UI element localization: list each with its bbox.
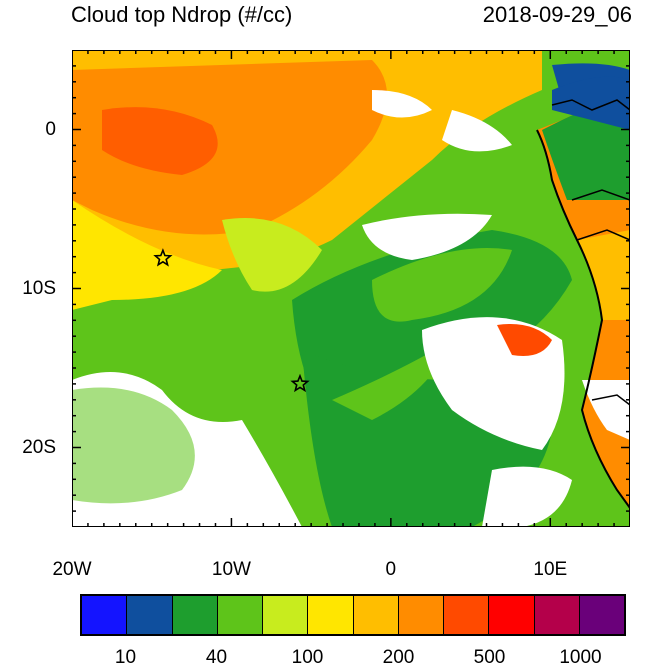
y-tick-label: 0 [45,118,56,140]
colorbar-label: 1000 [559,647,602,668]
colorbar-swatch [353,596,399,634]
plot-title: Cloud top Ndrop (#/cc) [71,2,293,27]
colorbar-label: 100 [291,647,324,668]
colorbar-swatch [444,596,490,634]
colorbar [80,594,626,636]
colorbar-label: 500 [473,647,506,668]
colorbar-swatch [172,596,218,634]
colorbar-swatch [127,596,173,634]
ndrop-field [72,50,630,527]
colorbar-swatch [579,596,624,634]
star-marker-north [153,248,173,267]
x-tick-label: 10W [211,559,251,580]
colorbar-swatch [534,596,580,634]
colorbar-swatch [217,596,263,634]
x-tick-label: 0 [385,559,397,580]
colorbar-swatch [263,596,309,634]
colorbar-label: 10 [114,647,137,668]
colorbar-swatch [82,596,128,634]
colorbar-swatch [308,596,354,634]
y-tick-label: 20S [22,436,56,458]
y-tick-label: 10S [22,277,56,299]
x-tick-label: 20W [52,559,92,580]
colorbar-swatch [398,596,444,634]
colorbar-label: 40 [205,647,228,668]
star-marker-south [290,373,310,393]
x-tick-label: 10E [533,559,568,580]
colorbar-label: 200 [382,647,415,668]
timestamp-label: 2018-09-29_06 [482,2,632,27]
map-panel [72,50,630,527]
colorbar-swatch [489,596,535,634]
